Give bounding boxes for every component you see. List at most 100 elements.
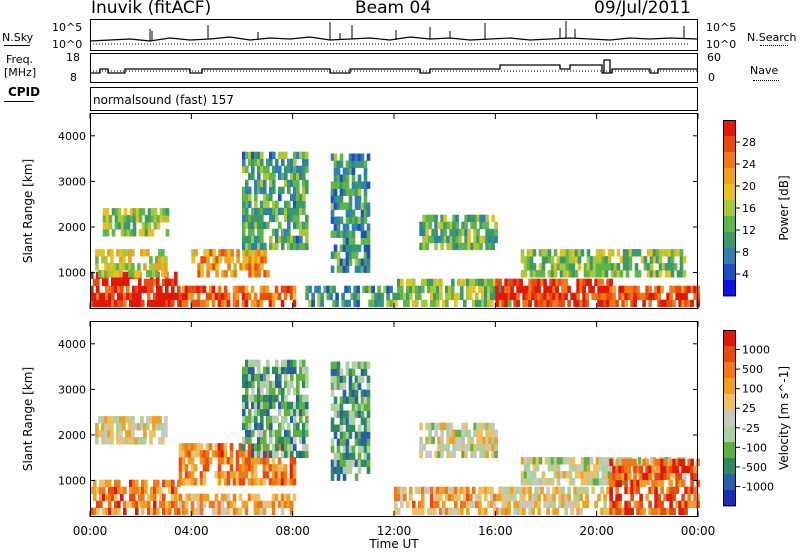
data-cell: [254, 408, 258, 417]
data-cell: [107, 263, 111, 271]
data-cell: [272, 179, 276, 188]
data-cell: [547, 464, 552, 472]
data-cell: [354, 258, 359, 266]
data-cell: [553, 471, 558, 479]
data-cell: [259, 457, 264, 465]
data-cell: [681, 285, 685, 294]
data-cell: [333, 160, 338, 168]
data-cell: [454, 507, 458, 516]
data-cell: [556, 457, 561, 465]
data-cell: [278, 366, 282, 375]
data-cell: [631, 249, 636, 257]
nsky-label: N.Sky: [2, 31, 34, 44]
data-cell: [125, 263, 129, 271]
data-cell: [281, 359, 285, 368]
data-cell: [649, 249, 654, 257]
nsearch-label: N.Search: [747, 31, 797, 44]
data-cell: [345, 459, 350, 467]
data-cell: [272, 200, 276, 209]
data-cell: [412, 500, 416, 509]
data-cell: [348, 230, 353, 238]
data-cell: [669, 458, 673, 467]
data-cell: [657, 472, 661, 481]
data-cell: [134, 270, 138, 278]
data-cell: [519, 500, 523, 509]
data-cell: [345, 230, 350, 238]
data-cell: [576, 285, 580, 294]
data-cell: [135, 507, 139, 516]
data-cell: [351, 216, 356, 224]
data-cell: [445, 292, 449, 301]
data-cell: [266, 221, 270, 230]
data-cell: [461, 443, 465, 452]
data-cell: [434, 429, 438, 438]
data-cell: [448, 493, 452, 502]
data-cell: [269, 394, 273, 403]
data-cell: [478, 493, 482, 502]
data-cell: [345, 417, 350, 425]
data-cell: [488, 422, 492, 431]
data-cell: [550, 478, 555, 486]
x-tick-label: 00:00: [73, 524, 108, 538]
data-cell: [363, 438, 368, 446]
data-cell: [418, 292, 422, 301]
data-cell: [616, 249, 621, 257]
data-cell: [197, 270, 201, 278]
data-cell: [535, 478, 540, 486]
data-cell: [351, 223, 356, 231]
data-cell: [305, 242, 309, 251]
data-cell: [696, 285, 700, 294]
data-cell: [469, 292, 473, 301]
data-cell: [333, 368, 338, 376]
data-cell: [550, 263, 555, 271]
data-cell: [348, 258, 353, 266]
data-cell: [248, 394, 252, 403]
data-cell: [102, 229, 107, 237]
data-cell: [299, 172, 303, 181]
data-cell: [669, 292, 673, 301]
data-cell: [363, 389, 368, 397]
data-cell: [532, 270, 537, 278]
data-cell: [609, 458, 613, 467]
data-cell: [529, 256, 534, 264]
data-cell: [672, 285, 676, 294]
data-cell: [516, 278, 520, 287]
data-cell: [559, 263, 564, 271]
data-cell: [436, 299, 440, 308]
data-cell: [684, 465, 688, 474]
data-cell: [153, 215, 158, 223]
data-cell: [164, 256, 168, 264]
data-cell: [574, 256, 579, 264]
data-cell: [272, 394, 276, 403]
data-cell: [394, 486, 398, 495]
data-cell: [651, 465, 655, 474]
data-cell: [156, 215, 161, 223]
data-cell: [466, 285, 470, 294]
data-cell: [397, 278, 401, 287]
data-cell: [457, 292, 461, 301]
data-cell: [260, 214, 264, 223]
data-cell: [452, 429, 456, 438]
data-cell: [287, 179, 291, 188]
data-cell: [561, 486, 565, 495]
data-cell: [354, 410, 359, 418]
data-cell: [597, 299, 601, 308]
data-cell: [251, 256, 255, 264]
data-cell: [242, 263, 246, 271]
data-cell: [290, 242, 294, 251]
data-cell: [190, 500, 195, 509]
data-cell: [265, 292, 270, 301]
data-cell: [269, 380, 273, 389]
data-cell: [287, 380, 291, 389]
data-cell: [242, 158, 246, 167]
data-cell: [433, 278, 437, 287]
data-cell: [271, 457, 276, 465]
data-cell: [200, 263, 204, 271]
data-cell: [122, 249, 126, 257]
data-cell: [257, 263, 261, 271]
data-cell: [476, 422, 480, 431]
data-cell: [543, 292, 547, 301]
data-cell: [522, 486, 526, 495]
data-cell: [616, 263, 621, 271]
data-cell: [618, 472, 622, 481]
